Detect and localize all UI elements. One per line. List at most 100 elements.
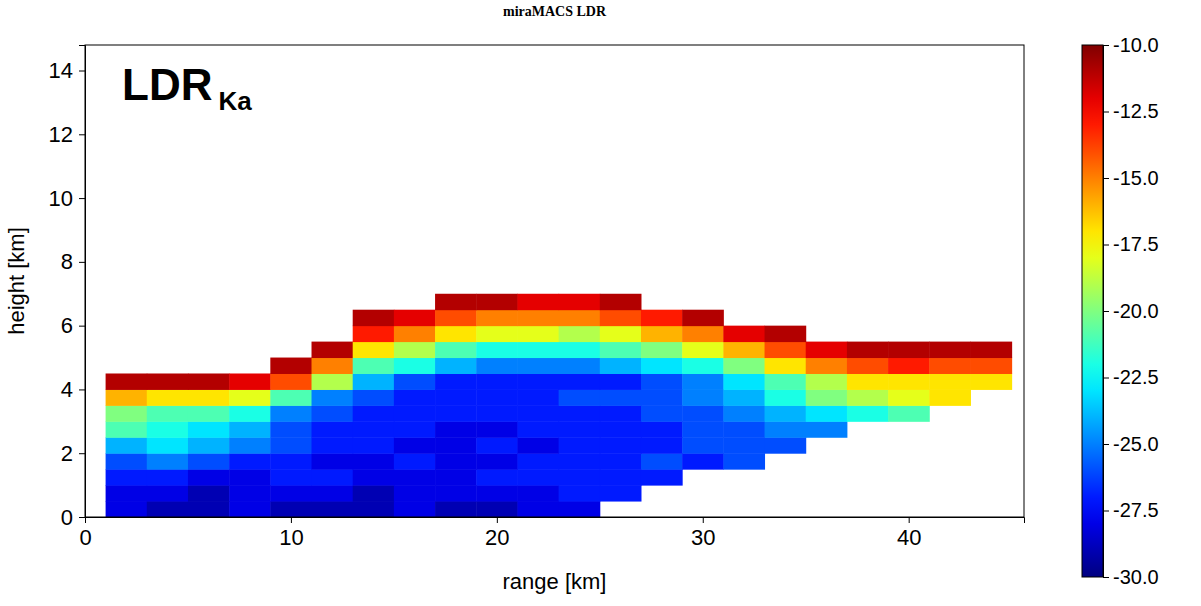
cell xyxy=(394,310,436,326)
cell xyxy=(312,501,354,517)
cell xyxy=(229,453,271,469)
colorbar-tick-label: -27.5 xyxy=(1113,499,1159,521)
cell xyxy=(559,310,601,326)
cell xyxy=(559,373,601,389)
cell xyxy=(353,342,395,358)
cell xyxy=(394,501,436,517)
cell xyxy=(270,485,312,501)
cell xyxy=(312,469,354,485)
x-tick-mark xyxy=(497,517,498,523)
colorbar-tick-mark xyxy=(1103,311,1109,312)
cell xyxy=(641,342,683,358)
cell xyxy=(559,437,601,453)
cell xyxy=(353,469,395,485)
cell xyxy=(106,373,148,389)
cell xyxy=(600,389,642,405)
cell xyxy=(517,358,559,374)
cell xyxy=(435,326,477,342)
colorbar-tick: -17.5 xyxy=(1103,233,1159,255)
cell xyxy=(435,358,477,374)
cell xyxy=(765,373,807,389)
colorbar-tick-mark xyxy=(1103,45,1109,46)
cell xyxy=(147,389,189,405)
colorbar-tick-label: -17.5 xyxy=(1113,233,1159,255)
cell xyxy=(723,342,765,358)
cell xyxy=(476,405,518,421)
cell xyxy=(476,310,518,326)
y-axis-title: height [km] xyxy=(4,227,29,335)
x-axis-line xyxy=(86,518,1025,524)
x-tick-label: 30 xyxy=(691,525,715,550)
cell xyxy=(517,342,559,358)
colorbar-tick-label: -20.0 xyxy=(1113,300,1159,322)
cell xyxy=(641,437,683,453)
cell xyxy=(600,358,642,374)
cell xyxy=(353,501,395,517)
cell xyxy=(600,310,642,326)
cell xyxy=(723,358,765,374)
colorbar-axis-line xyxy=(1104,46,1110,578)
colorbar-tick-mark xyxy=(1103,378,1109,379)
cell xyxy=(847,373,889,389)
cell xyxy=(270,437,312,453)
cell xyxy=(765,437,807,453)
cell xyxy=(188,437,230,453)
cell xyxy=(353,453,395,469)
cell xyxy=(353,437,395,453)
colorbar-tick-label: -30.0 xyxy=(1113,566,1159,588)
cell xyxy=(476,469,518,485)
cell xyxy=(929,358,971,374)
cell xyxy=(765,326,807,342)
cell xyxy=(270,421,312,437)
cell xyxy=(353,389,395,405)
cell xyxy=(435,294,477,310)
cell xyxy=(394,405,436,421)
cell xyxy=(929,373,971,389)
cell xyxy=(476,485,518,501)
colorbar-tick: -15.0 xyxy=(1103,167,1159,189)
x-tick-mark xyxy=(291,517,292,523)
cell xyxy=(600,342,642,358)
x-tick-label: 40 xyxy=(897,525,921,550)
cell xyxy=(229,373,271,389)
cell xyxy=(559,469,601,485)
cell xyxy=(394,326,436,342)
cell xyxy=(106,437,148,453)
cell xyxy=(517,294,559,310)
cell xyxy=(476,421,518,437)
annotation: LDRKa xyxy=(122,60,252,116)
cell xyxy=(394,342,436,358)
cell xyxy=(806,421,848,437)
cell xyxy=(765,405,807,421)
cell xyxy=(476,389,518,405)
colorbar-tick: -30.0 xyxy=(1103,566,1159,588)
x-tick-mark xyxy=(909,517,910,523)
y-tick: 14 xyxy=(49,58,85,83)
cell xyxy=(929,342,971,358)
cell xyxy=(847,389,889,405)
colorbar-tick-mark xyxy=(1103,112,1109,113)
cell xyxy=(641,405,683,421)
cell xyxy=(435,485,477,501)
y-tick-label: 14 xyxy=(49,58,73,83)
colorbar-tick: -12.5 xyxy=(1103,100,1159,122)
y-tick: 4 xyxy=(61,377,85,402)
cell xyxy=(229,421,271,437)
colorbar-tick-mark xyxy=(1103,178,1109,179)
cell xyxy=(517,310,559,326)
colorbar-tick-mark xyxy=(1103,511,1109,512)
colorbar-tick-label: -12.5 xyxy=(1113,100,1159,122)
cell xyxy=(682,421,724,437)
cell xyxy=(517,453,559,469)
colorbar-tick: -27.5 xyxy=(1103,499,1159,521)
y-tick-label: 2 xyxy=(61,441,73,466)
title: miraMACS LDR xyxy=(503,4,607,19)
cell xyxy=(188,453,230,469)
colorbar-tick: -20.0 xyxy=(1103,300,1159,322)
x-tick: 10 xyxy=(279,517,303,550)
cell xyxy=(600,294,642,310)
cell xyxy=(517,485,559,501)
cell xyxy=(476,342,518,358)
cell xyxy=(682,358,724,374)
cell xyxy=(147,485,189,501)
